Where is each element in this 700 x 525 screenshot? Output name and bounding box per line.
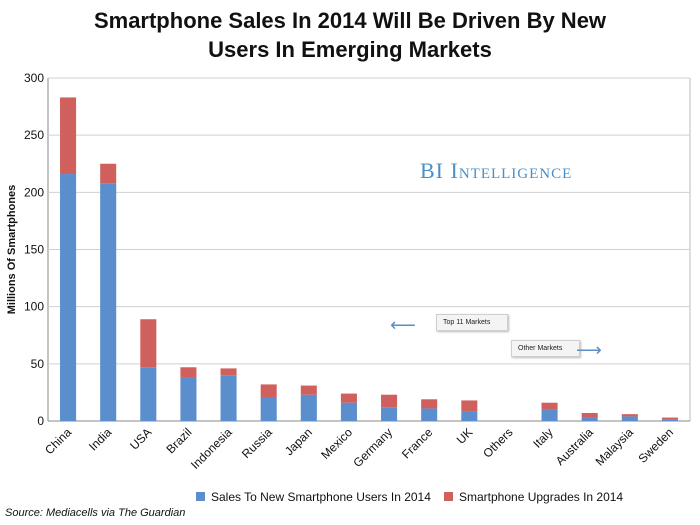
watermark-intelligence: Intelligence: [450, 158, 573, 183]
arrow-left-icon: ⟵: [390, 315, 416, 335]
y-tick-label: 50: [31, 357, 45, 371]
arrow-right-icon: ⟶: [576, 340, 602, 360]
bar-new-users-indonesia: [220, 375, 237, 421]
bar-new-users-uk: [461, 411, 478, 421]
x-tick-label: China: [42, 425, 74, 457]
bar-new-users-usa: [140, 367, 157, 421]
top-11-markets-note: Top 11 Markets: [436, 314, 508, 331]
bar-upgrades-malaysia: [621, 414, 638, 417]
y-axis-title: Millions Of Smartphones: [6, 185, 18, 315]
title-line-2: Users In Emerging Markets: [208, 37, 492, 62]
x-tick-label: Indonesia: [188, 425, 235, 472]
bar-upgrades-germany: [381, 394, 398, 408]
x-tick-label: Japan: [282, 425, 315, 458]
bar-upgrades-france: [421, 399, 438, 409]
x-tick-label: Others: [480, 425, 515, 460]
legend-label-upgrades: Smartphone Upgrades In 2014: [459, 490, 624, 504]
y-tick-label: 200: [24, 185, 44, 199]
x-tick-label: USA: [127, 425, 154, 452]
legend-item-new-users: Sales To New Smartphone Users In 2014: [196, 490, 431, 504]
bar-upgrades-japan: [300, 385, 317, 395]
bi-intelligence-watermark: BI Intelligence: [420, 158, 572, 184]
chart-title: Smartphone Sales In 2014 Will Be Driven …: [0, 6, 700, 64]
x-tick-label: Malaysia: [593, 425, 637, 469]
x-tick-label: Italy: [530, 425, 555, 450]
bar-new-users-japan: [300, 394, 317, 421]
watermark-bi: BI: [420, 158, 444, 183]
x-tick-label: Brazil: [163, 425, 194, 456]
x-tick-label: Australia: [553, 425, 596, 468]
bar-upgrades-india: [100, 163, 117, 184]
bar-upgrades-brazil: [180, 367, 197, 378]
y-tick-label: 300: [24, 71, 44, 85]
x-tick-label: Mexico: [318, 425, 355, 462]
y-tick-label: 150: [24, 243, 44, 257]
bar-new-users-australia: [581, 417, 598, 421]
bar-new-users-france: [421, 408, 438, 421]
bar-new-users-germany: [381, 407, 398, 421]
other-markets-note: Other Markets: [511, 340, 580, 357]
x-tick-label: France: [399, 425, 436, 462]
bar-new-users-italy: [541, 409, 558, 421]
bar-upgrades-australia: [581, 412, 598, 418]
x-tick-label: India: [86, 425, 115, 454]
bar-new-users-india: [100, 183, 117, 421]
x-tick-label: Germany: [350, 425, 395, 470]
source-note: Source: Mediacells via The Guardian: [5, 507, 186, 519]
x-tick-label: Sweden: [635, 425, 676, 466]
bar-new-users-brazil: [180, 377, 197, 421]
bar-upgrades-mexico: [340, 393, 357, 403]
bar-new-users-russia: [260, 396, 277, 421]
bar-new-users-sweden: [661, 419, 678, 421]
x-tick-label: Russia: [239, 425, 275, 461]
bar-upgrades-usa: [140, 319, 157, 368]
title-line-1: Smartphone Sales In 2014 Will Be Driven …: [93, 8, 607, 33]
bar-new-users-china: [60, 174, 77, 421]
legend-item-upgrades: Smartphone Upgrades In 2014: [444, 490, 623, 504]
y-tick-label: 250: [24, 128, 44, 142]
other-markets-label: Other Markets: [518, 345, 563, 352]
bar-upgrades-italy: [541, 402, 558, 410]
top-11-markets-label: Top 11 Markets: [443, 319, 491, 326]
bar-new-users-malaysia: [621, 416, 638, 421]
bar-new-users-mexico: [340, 402, 357, 421]
legend-swatch-upgrades: [444, 492, 453, 501]
bar-upgrades-china: [60, 97, 77, 175]
x-tick-label: UK: [454, 425, 476, 447]
y-tick-label: 0: [37, 414, 44, 428]
bar-upgrades-indonesia: [220, 368, 237, 376]
bar-upgrades-russia: [260, 384, 277, 397]
bar-upgrades-uk: [461, 400, 478, 412]
bar-upgrades-sweden: [661, 417, 678, 420]
legend-swatch-new-users: [196, 492, 205, 501]
legend-label-new-users: Sales To New Smartphone Users In 2014: [211, 490, 431, 504]
y-tick-label: 100: [24, 300, 44, 314]
